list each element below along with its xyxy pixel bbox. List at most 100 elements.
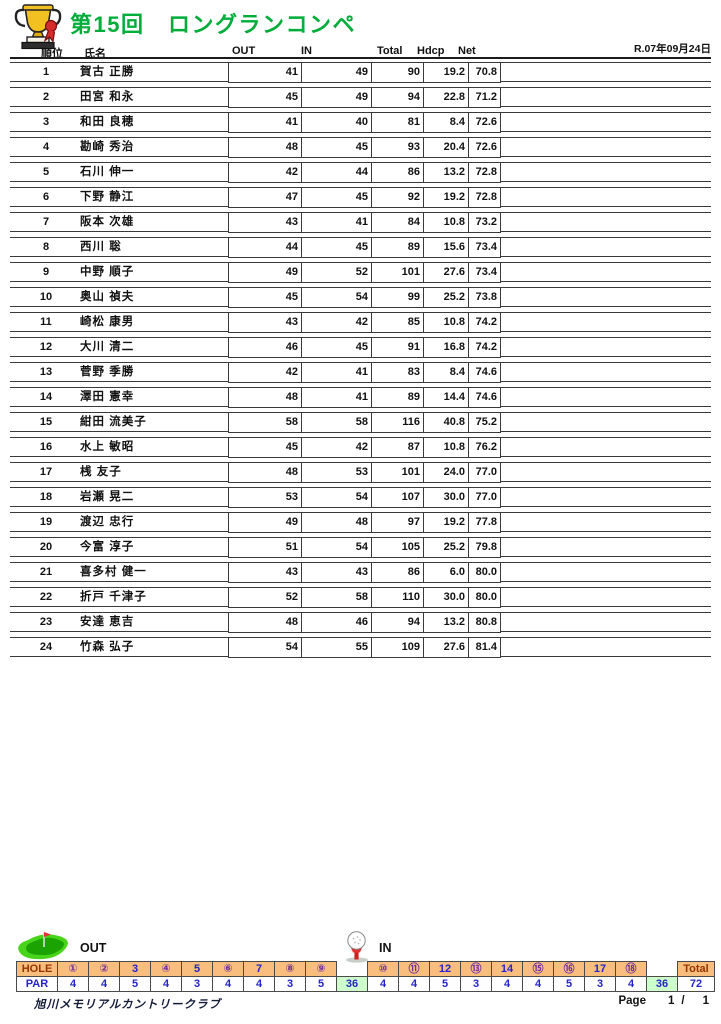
player-name-cell: 石川 伸一 (80, 166, 135, 178)
player-name-cell: 和田 良穂 (80, 116, 135, 128)
hole-row-spacer (646, 961, 678, 977)
hole-number: ⑱ (615, 961, 647, 977)
hole-number: ① (57, 961, 89, 977)
out-score-cell: 48 (285, 141, 298, 153)
out-section-label: OUT (80, 941, 107, 955)
rank-cell: 1 (42, 66, 50, 78)
par-value: 5 (429, 976, 461, 992)
score-box: 48 46 94 13.2 80.8 (228, 612, 501, 633)
in-score-cell: 58 (301, 588, 371, 607)
page-separator: / (681, 995, 685, 1007)
total-score-cell: 90 (371, 63, 423, 82)
out-score-cell: 58 (285, 416, 298, 428)
rank-cell: 9 (42, 266, 50, 278)
par-value: 4 (150, 976, 182, 992)
out-score-cell: 45 (285, 291, 298, 303)
rank-cell: 11 (40, 316, 52, 328)
par-value: 4 (398, 976, 430, 992)
score-box: 43 42 85 10.8 74.2 (228, 312, 501, 333)
in-score-cell: 54 (301, 488, 371, 507)
player-name-cell: 大川 清二 (80, 341, 135, 353)
hole-total-label: Total (677, 961, 715, 977)
player-name-cell: 竹森 弘子 (80, 641, 135, 653)
rank-cell: 21 (39, 566, 53, 578)
hole-number: ⑬ (460, 961, 492, 977)
hole-number: ⑧ (274, 961, 306, 977)
trophy-icon (14, 4, 62, 50)
table-row: 17 桟 友子 48 53 101 24.0 77.0 (10, 462, 711, 483)
hdcp-cell: 25.2 (423, 288, 468, 307)
player-name-cell: 勘崎 秀治 (80, 141, 135, 153)
in-section-label: IN (379, 941, 392, 955)
rank-cell: 13 (39, 366, 53, 378)
page-total: 1 (702, 995, 709, 1007)
net-score-cell: 73.4 (468, 238, 500, 257)
hdcp-cell: 14.4 (423, 388, 468, 407)
hdcp-cell: 40.8 (423, 413, 468, 432)
table-row: 4 勘崎 秀治 48 45 93 20.4 72.6 (10, 137, 711, 158)
in-score-cell: 54 (301, 288, 371, 307)
hdcp-cell: 10.8 (423, 313, 468, 332)
hole-number: ⑯ (553, 961, 585, 977)
hdcp-cell: 19.2 (423, 188, 468, 207)
score-box: 42 41 83 8.4 74.6 (228, 362, 501, 383)
net-score-cell: 77.0 (468, 463, 500, 482)
table-row: 12 大川 清二 46 45 91 16.8 74.2 (10, 337, 711, 358)
hole-row: HOLE ① ② 3 ④ 5 ⑥ 7 ⑧ ⑨ ⑩ ⑪ 12 ⑬ 14 ⑮ ⑯ 17 ⑱ Total (16, 961, 715, 977)
in-score-cell: 54 (301, 538, 371, 557)
page-label: Page (618, 995, 646, 1007)
net-score-cell: 74.6 (468, 388, 500, 407)
total-score-cell: 101 (371, 263, 423, 282)
score-box: 48 53 101 24.0 77.0 (228, 462, 501, 483)
out-score-cell: 43 (285, 566, 298, 578)
rank-cell: 7 (42, 216, 50, 228)
rank-cell: 3 (42, 116, 50, 128)
total-score-cell: 86 (371, 563, 423, 582)
hdcp-cell: 6.0 (423, 563, 468, 582)
rank-cell: 14 (39, 391, 53, 403)
out-score-cell: 43 (285, 316, 298, 328)
player-name-cell: 西川 聡 (80, 241, 122, 253)
net-score-cell: 71.2 (468, 88, 500, 107)
net-score-cell: 73.2 (468, 213, 500, 232)
column-header-total: Total (377, 45, 403, 57)
hdcp-cell: 16.8 (423, 338, 468, 357)
total-score-cell: 84 (371, 213, 423, 232)
hole-number: ④ (150, 961, 182, 977)
player-name-cell: 桟 友子 (80, 466, 122, 478)
rank-cell: 8 (42, 241, 50, 253)
par-value: 5 (119, 976, 151, 992)
table-row: 14 澤田 憲幸 48 41 89 14.4 74.6 (10, 387, 711, 408)
out-score-cell: 42 (285, 366, 298, 378)
net-score-cell: 74.2 (468, 313, 500, 332)
table-row: 5 石川 伸一 42 44 86 13.2 72.8 (10, 162, 711, 183)
in-par-total: 36 (646, 976, 678, 992)
score-box: 42 44 86 13.2 72.8 (228, 162, 501, 183)
table-row: 20 今富 淳子 51 54 105 25.2 79.8 (10, 537, 711, 558)
table-row: 24 竹森 弘子 54 55 109 27.6 81.4 (10, 637, 711, 658)
score-box: 43 43 86 6.0 80.0 (228, 562, 501, 583)
net-score-cell: 72.8 (468, 163, 500, 182)
rank-cell: 24 (39, 641, 53, 653)
in-score-cell: 40 (301, 113, 371, 132)
hole-number: 7 (243, 961, 275, 977)
in-score-cell: 55 (301, 638, 371, 657)
rank-cell: 19 (39, 516, 53, 528)
par-value: 4 (88, 976, 120, 992)
score-box: 49 48 97 19.2 77.8 (228, 512, 501, 533)
player-name-cell: 岩瀬 晃二 (80, 491, 135, 503)
in-score-cell: 45 (301, 338, 371, 357)
score-box: 54 55 109 27.6 81.4 (228, 637, 501, 658)
hdcp-cell: 27.6 (423, 263, 468, 282)
out-score-cell: 49 (285, 266, 298, 278)
hole-number: ⑮ (522, 961, 554, 977)
score-box: 52 58 110 30.0 80.0 (228, 587, 501, 608)
rank-cell: 10 (39, 291, 53, 303)
in-score-cell: 43 (301, 563, 371, 582)
total-score-cell: 107 (371, 488, 423, 507)
hdcp-cell: 8.4 (423, 113, 468, 132)
out-score-cell: 52 (285, 591, 298, 603)
score-box: 49 52 101 27.6 73.4 (228, 262, 501, 283)
hole-row-spacer (336, 961, 368, 977)
